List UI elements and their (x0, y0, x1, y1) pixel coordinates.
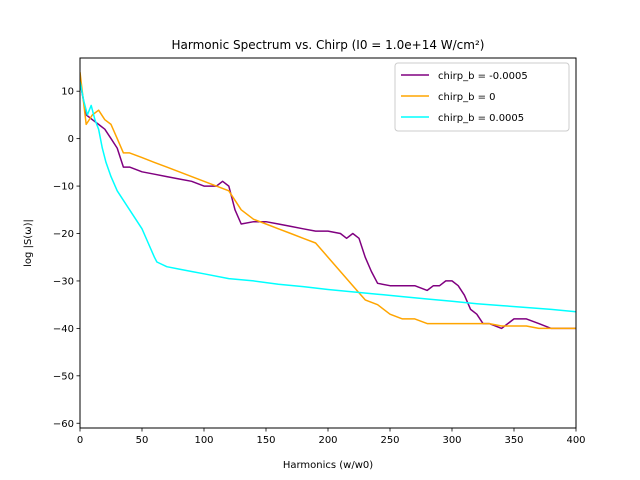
legend: chirp_b = -0.0005 chirp_b = 0 chirp_b = 0.… (394, 62, 570, 132)
y-tick-label: −40 (53, 324, 74, 335)
x-tick-label: 50 (136, 435, 149, 446)
y-tick-label: −50 (53, 371, 74, 382)
x-axis: 0 50 100 150 200 250 300 350 400 (77, 428, 586, 446)
y-tick-label: −20 (53, 229, 74, 240)
series-group (80, 72, 576, 330)
x-tick-label: 250 (380, 435, 399, 446)
y-axis: 10 0 −10 −20 −30 −40 −50 −60 (53, 87, 80, 430)
legend-label-1: chirp_b = 0 (438, 92, 496, 103)
y-tick-label: −30 (53, 276, 74, 287)
y-tick-label: 10 (61, 87, 74, 98)
x-tick-label: 400 (566, 435, 585, 446)
x-tick-label: 0 (77, 435, 83, 446)
series-line-2 (80, 81, 576, 313)
x-axis-label: Harmonics (w/w0) (283, 460, 373, 471)
chart-title: Harmonic Spectrum vs. Chirp (I0 = 1.0e+1… (172, 38, 485, 52)
y-tick-label: −60 (53, 419, 74, 430)
y-tick-label: 0 (68, 134, 74, 145)
y-axis-label: log |S(ω)| (23, 219, 34, 267)
y-tick-label: −10 (53, 182, 74, 193)
x-tick-label: 100 (194, 435, 213, 446)
series-line-1 (80, 72, 576, 330)
x-tick-label: 200 (318, 435, 337, 446)
x-tick-label: 150 (256, 435, 275, 446)
legend-label-2: chirp_b = 0.0005 (438, 113, 524, 124)
legend-box (394, 62, 570, 132)
x-tick-label: 300 (442, 435, 461, 446)
legend-label-0: chirp_b = -0.0005 (438, 71, 528, 82)
x-tick-label: 350 (504, 435, 523, 446)
series-line-0 (80, 81, 576, 330)
